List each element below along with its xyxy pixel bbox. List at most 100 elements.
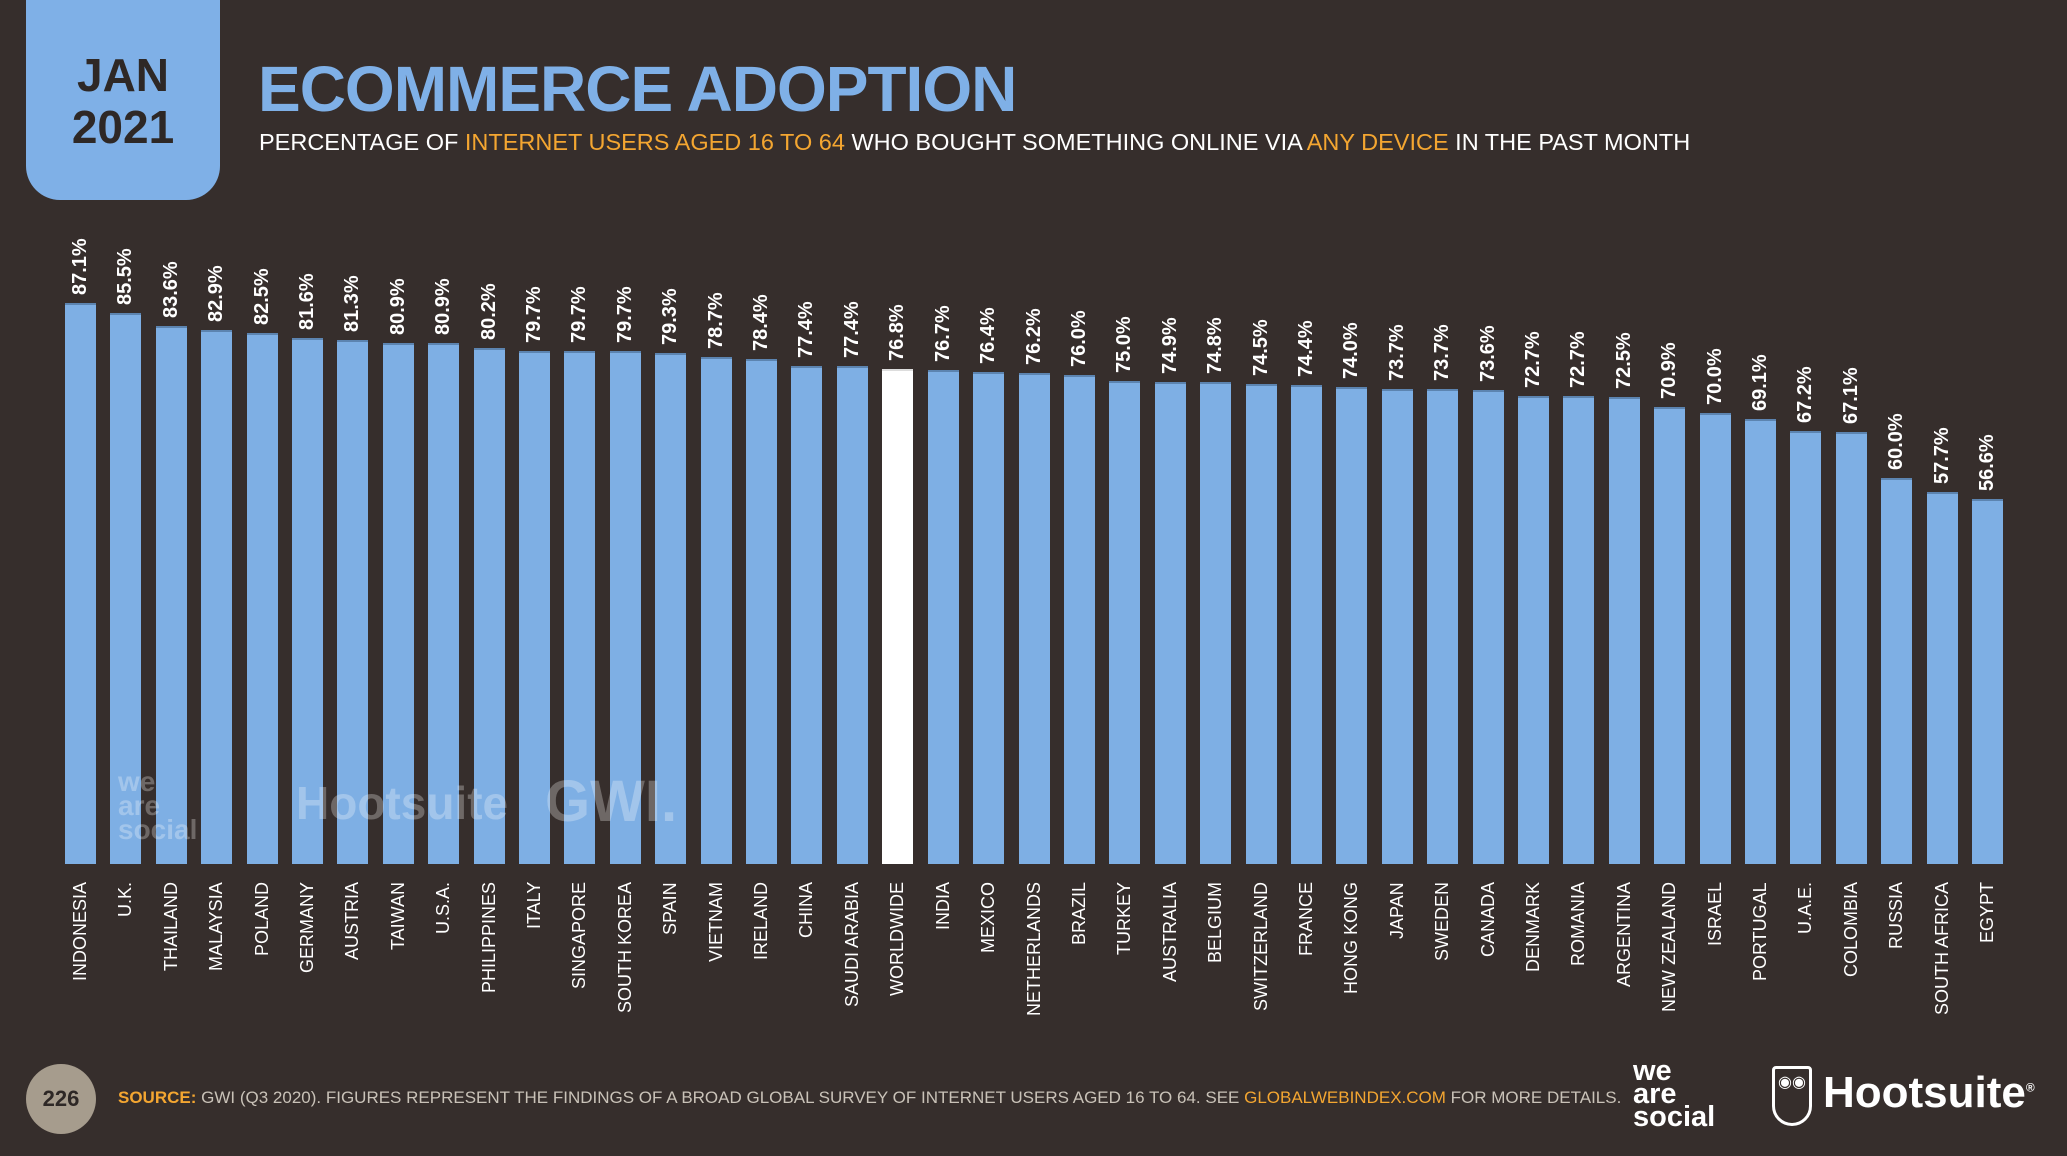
category-label: SWEDEN	[1432, 882, 1453, 962]
bar-brazil	[1063, 374, 1095, 864]
date-badge: JAN 2021	[26, 0, 220, 200]
data-label: 74.4%	[1294, 320, 1317, 377]
logo-line: are	[1633, 1078, 1677, 1110]
category-label: NETHERLANDS	[1023, 882, 1044, 1017]
category-label: BRAZIL	[1068, 882, 1089, 946]
category-label: U.K.	[115, 882, 136, 918]
source-note: SOURCE: GWI (Q3 2020). FIGURES REPRESENT…	[118, 1088, 1621, 1108]
bar-egypt	[1972, 499, 2003, 864]
category-label: MEXICO	[978, 882, 999, 954]
bar-switzerland	[1245, 384, 1277, 864]
badge-month: JAN	[76, 49, 170, 101]
data-label: 57.7%	[1930, 427, 1953, 485]
data-label: 67.1%	[1839, 367, 1862, 424]
category-label: DENMARK	[1522, 882, 1543, 973]
owl-icon: ◉◉	[1772, 1066, 1812, 1126]
hootsuite-logo: Hootsuite®	[1823, 1068, 2035, 1117]
data-label: 74.8%	[1204, 317, 1227, 375]
badge-year: 2021	[71, 101, 175, 153]
bar-taiwan	[382, 343, 414, 864]
data-label: 87.1%	[69, 238, 91, 296]
source-text: GWI (Q3 2020). FIGURES REPRESENT THE FIN…	[196, 1088, 1245, 1107]
category-label: SOUTH AFRICA	[1931, 882, 1952, 1016]
bar-canada	[1472, 390, 1504, 864]
bar-romania	[1563, 395, 1595, 864]
category-label: SINGAPORE	[569, 882, 590, 990]
data-label: 73.7%	[1385, 324, 1408, 382]
logo-line: social	[1633, 1101, 1716, 1133]
category-label: THAILAND	[160, 882, 181, 972]
data-label: 72.7%	[1567, 331, 1590, 388]
data-label: 76.7%	[931, 305, 954, 363]
data-label: 76.8%	[886, 304, 909, 362]
subtitle-part: IN THE PAST MONTH	[1448, 129, 1691, 155]
category-label: ARGENTINA	[1613, 882, 1634, 988]
category-label: MALAYSIA	[206, 882, 227, 971]
data-label: 78.4%	[750, 294, 773, 352]
data-label: 81.6%	[296, 273, 319, 331]
bar-u-k-	[110, 313, 142, 864]
bar-israel	[1699, 413, 1731, 864]
data-label: 67.2%	[1794, 366, 1817, 424]
category-label: NEW ZEALAND	[1659, 882, 1680, 1013]
category-label: EGYPT	[1977, 882, 1997, 944]
category-label: HONG KONG	[1341, 882, 1362, 995]
bar-south-korea	[609, 350, 641, 864]
category-label: TURKEY	[1114, 882, 1135, 956]
bar-philippines	[473, 347, 505, 864]
bar-italy	[519, 350, 551, 864]
bar-spain	[655, 353, 687, 864]
data-label: 82.5%	[250, 267, 273, 325]
data-label: 73.7%	[1431, 324, 1454, 382]
data-label: 79.7%	[568, 286, 591, 343]
bar-turkey	[1109, 381, 1141, 864]
subtitle-highlight: INTERNET USERS AGED 16 TO 64	[464, 129, 845, 155]
hootsuite-logo-text: Hootsuite	[1823, 1068, 2026, 1117]
data-label: 70.0%	[1703, 348, 1726, 406]
bar-japan	[1381, 389, 1413, 864]
data-label: 77.4%	[795, 300, 818, 358]
bar-colombia	[1835, 431, 1867, 864]
bar-new-zealand	[1654, 407, 1686, 864]
bar-france	[1290, 384, 1322, 864]
data-label: 80.9%	[386, 278, 409, 335]
data-label: 82.9%	[205, 265, 228, 323]
category-label: INDIA	[932, 882, 953, 931]
data-label: 74.9%	[1158, 316, 1181, 374]
bar-ireland	[746, 359, 778, 864]
data-label: 81.3%	[341, 275, 364, 333]
category-label: WORLDWIDE	[887, 882, 908, 996]
bar-argentina	[1608, 397, 1640, 864]
data-label: 76.2%	[1022, 308, 1045, 366]
category-label: CHINA	[796, 882, 817, 939]
category-label: ISRAEL	[1704, 882, 1725, 947]
category-label: U.S.A.	[433, 882, 454, 935]
category-label: COLOMBIA	[1840, 882, 1861, 978]
bar-australia	[1154, 381, 1186, 864]
bar-russia	[1881, 477, 1913, 864]
category-label: TAIWAN	[387, 882, 408, 950]
page-title: ECOMMERCE ADOPTION	[258, 53, 1017, 125]
data-label: 79.7%	[613, 286, 636, 343]
category-label: VIETNAM	[705, 882, 726, 963]
watermark-hootsuite: Hootsuite	[296, 777, 509, 829]
data-label: 70.9%	[1658, 342, 1681, 400]
bar-germany	[292, 338, 324, 864]
source-link[interactable]: GLOBALWEBINDEX.COM	[1244, 1088, 1446, 1107]
we-are-social-logo: we are social	[1633, 1055, 1716, 1133]
category-label: POLAND	[251, 882, 272, 957]
data-label: 80.9%	[432, 278, 455, 335]
source-tail: FOR MORE DETAILS.	[1445, 1088, 1622, 1107]
bar-china	[791, 365, 823, 864]
category-label: BELGIUM	[1205, 882, 1226, 964]
bar-sweden	[1427, 389, 1459, 864]
bar-saudi-arabia	[836, 365, 868, 864]
subtitle-part: PERCENTAGE OF	[259, 129, 465, 155]
data-label: 78.7%	[704, 292, 727, 350]
category-label: FRANCE	[1295, 882, 1316, 957]
logo-line: we	[1633, 1055, 1672, 1087]
bar-singapore	[564, 350, 596, 864]
page-number: 226	[26, 1064, 96, 1134]
data-label: 74.0%	[1340, 322, 1363, 380]
category-label: U.A.E.	[1795, 882, 1816, 935]
